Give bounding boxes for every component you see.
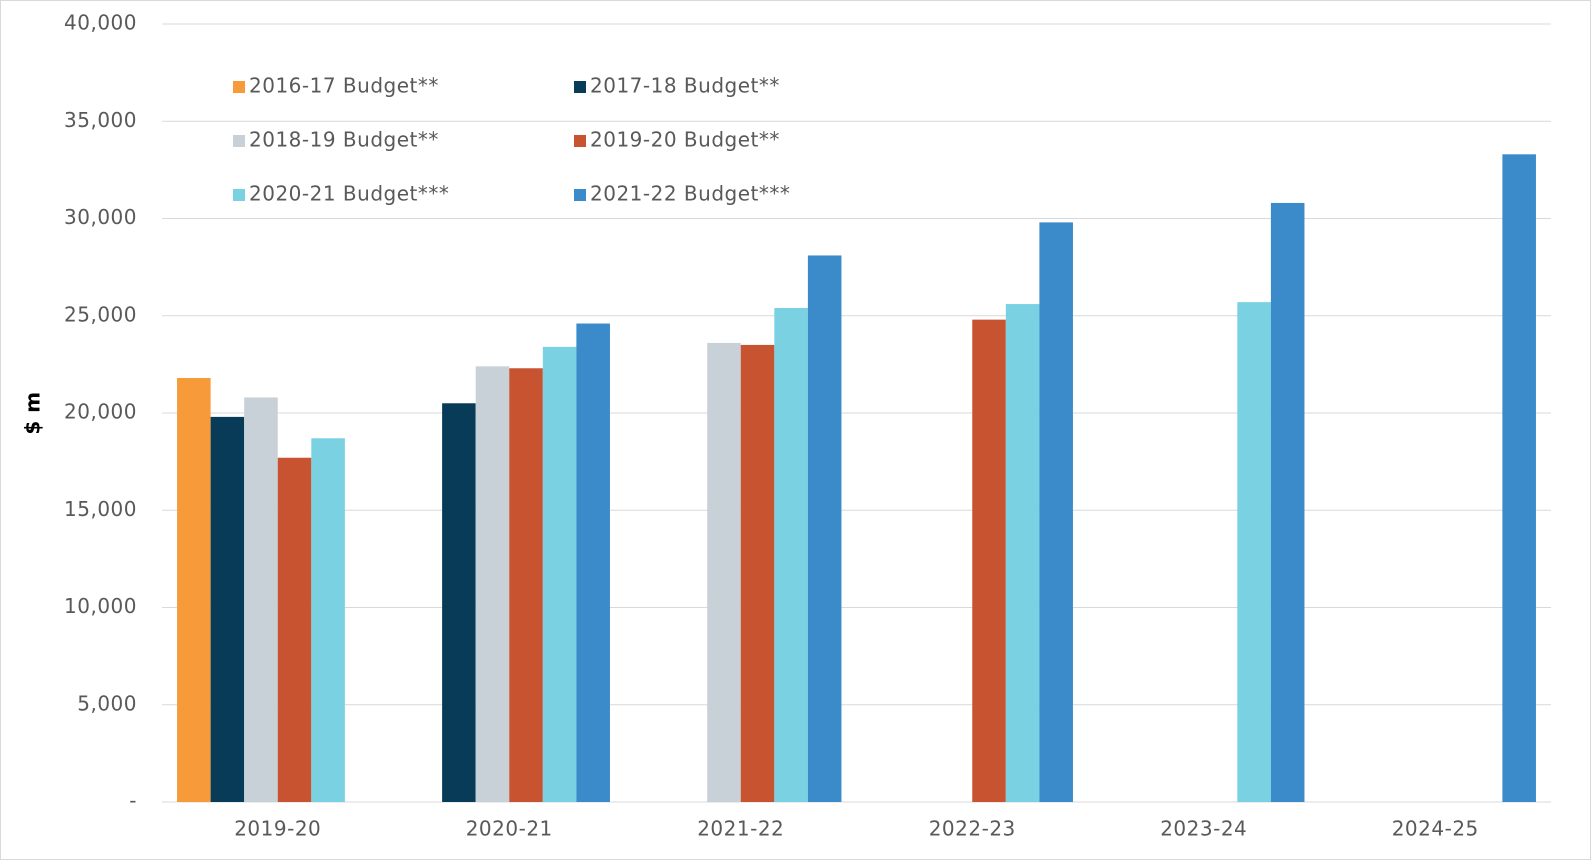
x-tick-label: 2024-25: [1392, 817, 1479, 841]
y-axis-label: $ m: [21, 391, 45, 434]
x-tick-label: 2023-24: [1160, 817, 1247, 841]
y-tick-label: 10,000: [64, 594, 137, 618]
y-tick-label: 20,000: [64, 400, 137, 424]
bar: [1039, 222, 1073, 802]
y-tick-label: 15,000: [64, 497, 137, 521]
bar: [1005, 304, 1040, 802]
y-tick-label: 30,000: [64, 205, 137, 229]
bar: [542, 346, 577, 802]
y-tick-label: -: [129, 789, 137, 813]
legend-swatch: [233, 81, 245, 93]
bar: [1270, 202, 1305, 802]
x-tick-label: 2021-22: [697, 817, 784, 841]
bar: [1237, 302, 1271, 802]
legend-swatch: [233, 135, 245, 147]
bar: [442, 403, 476, 802]
x-tick-label: 2019-20: [234, 817, 321, 841]
x-tick-label: 2022-23: [929, 817, 1016, 841]
bar: [244, 397, 278, 802]
bar: [576, 323, 610, 802]
legend-label: 2019-20 Budget**: [590, 128, 780, 152]
legend-label: 2020-21 Budget***: [249, 182, 449, 206]
bar: [475, 366, 510, 802]
bar: [277, 457, 312, 802]
legend-swatch: [233, 189, 245, 201]
y-tick-label: 35,000: [64, 108, 137, 132]
y-tick-label: 25,000: [64, 302, 137, 326]
y-tick-label: 40,000: [64, 11, 137, 35]
legend-label: 2018-19 Budget**: [249, 128, 439, 152]
legend-swatch: [574, 81, 586, 93]
y-tick-label: 5,000: [77, 691, 137, 715]
bar: [774, 307, 808, 802]
bar: [1502, 154, 1536, 802]
legend-label: 2021-22 Budget***: [590, 182, 790, 206]
legend-label: 2017-18 Budget**: [590, 74, 780, 98]
bar: [311, 438, 345, 802]
bar: [177, 377, 211, 802]
bar: [972, 319, 1006, 802]
legend-label: 2016-17 Budget**: [249, 74, 439, 98]
bar: [807, 255, 842, 802]
bar: [707, 342, 741, 802]
bar: [509, 368, 543, 802]
bar: [740, 344, 775, 802]
bar: [210, 416, 245, 802]
x-tick-label: 2020-21: [466, 817, 553, 841]
legend-swatch: [574, 135, 586, 147]
legend-swatch: [574, 189, 586, 201]
